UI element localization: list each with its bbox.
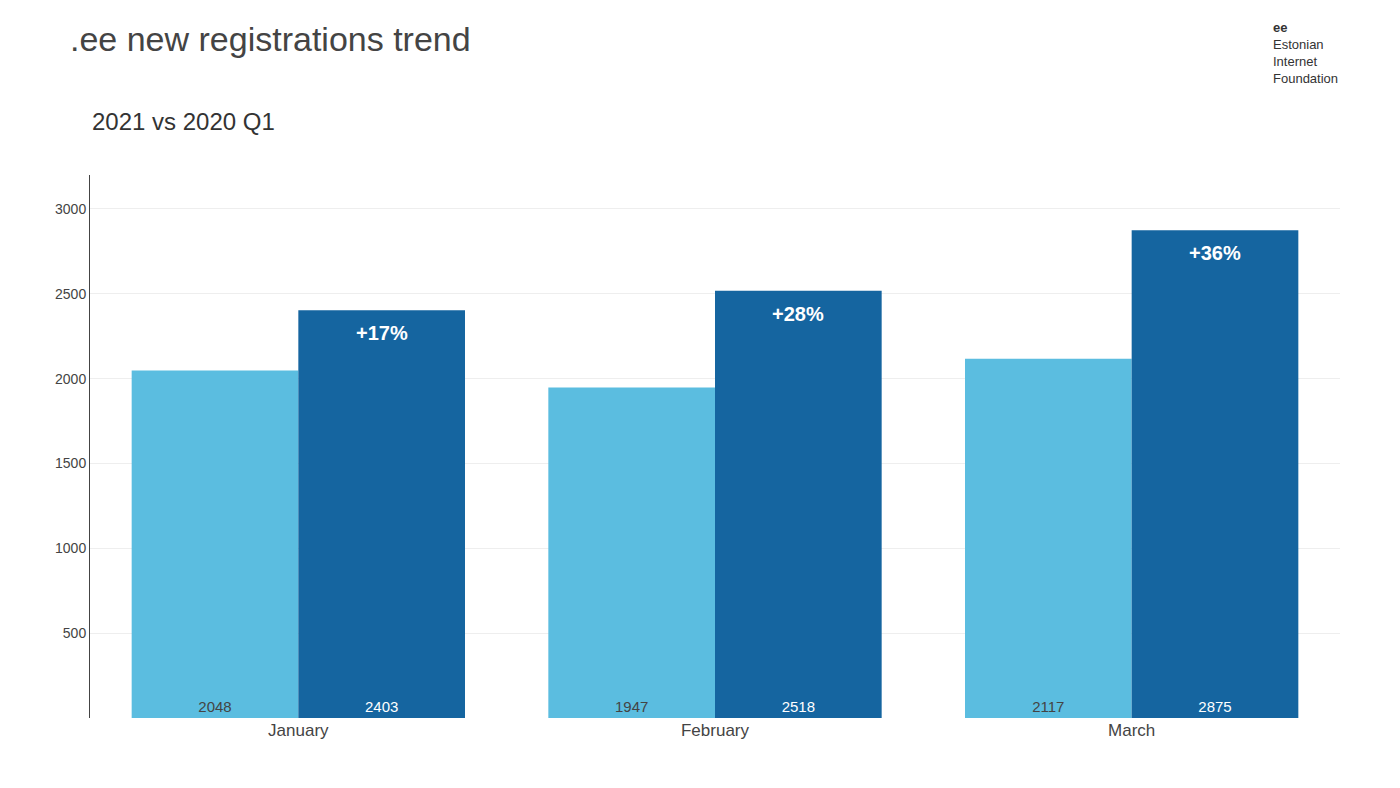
svg-text:2021 vs 2020 Q1: 2021 vs 2020 Q1 <box>92 108 275 135</box>
svg-text:March: March <box>1108 721 1155 740</box>
svg-text:3000: 3000 <box>55 201 86 217</box>
svg-text:2117: 2117 <box>1032 698 1064 715</box>
svg-text:1500: 1500 <box>55 455 86 471</box>
svg-text:February: February <box>681 721 750 740</box>
svg-text:1947: 1947 <box>615 698 648 715</box>
svg-text:+28%: +28% <box>772 303 824 325</box>
svg-text:.ee new registrations trend: .ee new registrations trend <box>70 20 471 58</box>
svg-text:2048: 2048 <box>198 698 231 715</box>
svg-text:2518: 2518 <box>782 698 815 715</box>
svg-text:eeEstonianInternetFoundation: eeEstonianInternetFoundation <box>1273 20 1338 86</box>
svg-text:+17%: +17% <box>356 322 408 344</box>
svg-text:500: 500 <box>63 625 87 641</box>
svg-text:2000: 2000 <box>55 371 86 387</box>
svg-text:2875: 2875 <box>1198 698 1231 715</box>
svg-text:2403: 2403 <box>365 698 398 715</box>
svg-text:1000: 1000 <box>55 540 86 556</box>
svg-text:January: January <box>268 721 329 740</box>
svg-text:+36%: +36% <box>1189 242 1241 264</box>
svg-text:2500: 2500 <box>55 286 86 302</box>
